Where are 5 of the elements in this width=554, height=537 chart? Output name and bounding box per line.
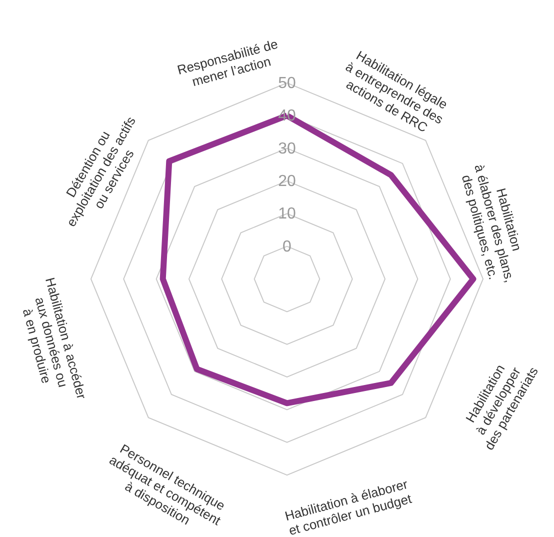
y-tick-label: 30 bbox=[278, 140, 296, 158]
y-tick-label: 10 bbox=[278, 206, 296, 223]
y-tick-label: 20 bbox=[278, 172, 296, 190]
y-tick-label: 50 bbox=[278, 74, 296, 92]
y-tick-label: 0 bbox=[282, 238, 292, 256]
